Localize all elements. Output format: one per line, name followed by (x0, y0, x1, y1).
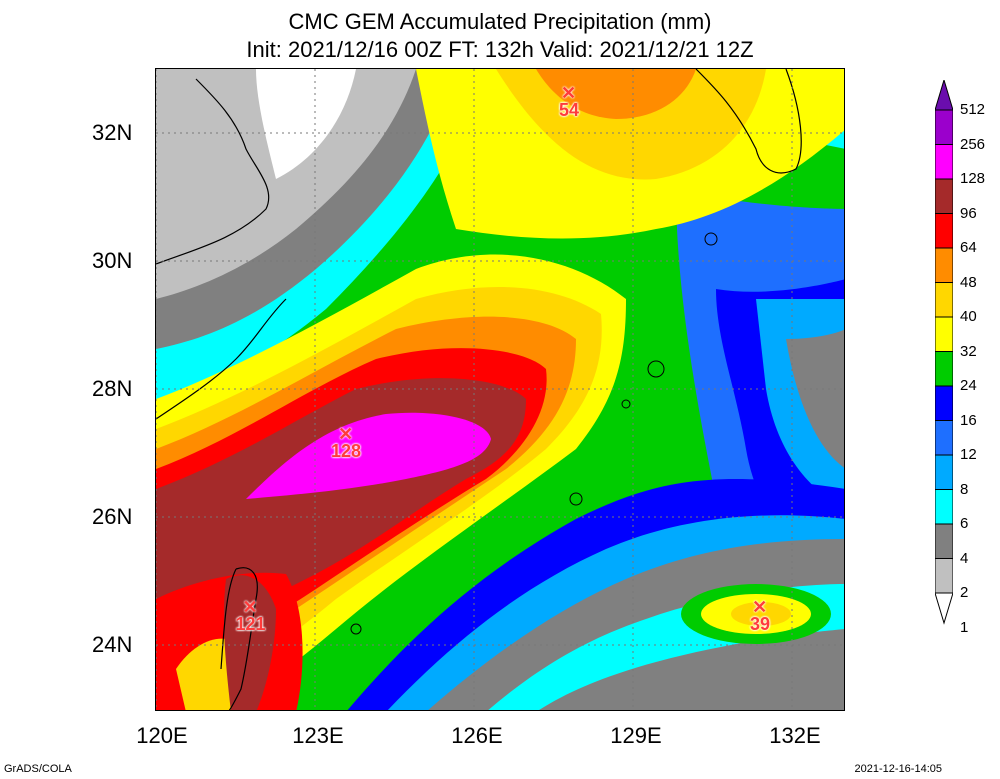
max-marker-value: 128 (331, 440, 362, 461)
colorbar-label: 16 (960, 411, 977, 429)
map-subtitle: Init: 2021/12/16 00Z FT: 132h Valid: 202… (246, 37, 754, 62)
colorbar-label: 8 (960, 480, 969, 498)
lon-label-126e: 126E (451, 723, 503, 748)
colorbar-label: 512 (960, 101, 986, 118)
colorbar-label: 2 (960, 584, 969, 601)
colorbar-swatch (935, 454, 953, 490)
colorbar-label: 24 (960, 377, 977, 394)
colorbar-swatch (935, 523, 953, 559)
max-marker-x: ✕ (752, 597, 768, 618)
map-canvas (156, 69, 844, 710)
colorbar-label: 4 (960, 549, 969, 567)
colorbar-label: 32 (960, 342, 977, 360)
colorbar-label: 128 (960, 170, 986, 187)
colorbar-swatch (935, 316, 953, 352)
colorbar-label: 40 (960, 308, 977, 325)
precipitation-map (155, 68, 845, 711)
colorbar-swatch (935, 109, 953, 145)
lat-label-32n: 32N (92, 120, 133, 145)
lat-label-28n: 28N (92, 376, 133, 401)
colorbar-swatch (935, 144, 953, 180)
colorbar-swatch (935, 213, 953, 249)
lat-label-30n: 30N (92, 248, 133, 273)
max-marker-value: 54 (558, 99, 580, 120)
colorbar-swatch (935, 558, 953, 594)
colorbar-label: 64 (960, 239, 977, 256)
colorbar-swatch (935, 351, 953, 387)
colorbar-label: 12 (960, 446, 977, 463)
colorbar-label: 96 (960, 204, 977, 222)
lon-label-120e: 120E (136, 723, 188, 748)
max-marker-x: ✕ (561, 82, 577, 103)
lat-label-24n: 24N (92, 632, 133, 657)
colorbar-label: 48 (960, 273, 977, 291)
colorbar-swatch (935, 420, 953, 456)
colorbar-swatch (935, 178, 953, 214)
colorbar-swatch (935, 385, 953, 421)
map-title: CMC GEM Accumulated Precipitation (mm) (288, 9, 712, 34)
credit-left: GrADS/COLA (4, 763, 72, 775)
max-marker-value: 121 (235, 614, 266, 635)
colorbar (935, 80, 953, 625)
colorbar-swatch (935, 282, 953, 318)
colorbar-bottom-arrow (935, 592, 953, 625)
max-marker-x: ✕ (338, 423, 354, 444)
colorbar-top-arrow (935, 80, 953, 111)
colorbar-label: 6 (960, 515, 969, 532)
lon-label-132e: 132E (769, 723, 821, 748)
lon-label-123e: 123E (292, 723, 344, 748)
lat-label-26n: 26N (92, 504, 133, 529)
max-marker-x: ✕ (242, 597, 258, 618)
colorbar-label: 256 (960, 135, 986, 153)
credit-right: 2021-12-16-14:05 (854, 763, 942, 775)
max-marker-value: 39 (750, 614, 771, 635)
colorbar-swatch (935, 489, 953, 525)
lon-label-129e: 129E (610, 723, 662, 748)
colorbar-swatch (935, 247, 953, 283)
colorbar-label: 1 (960, 618, 969, 636)
